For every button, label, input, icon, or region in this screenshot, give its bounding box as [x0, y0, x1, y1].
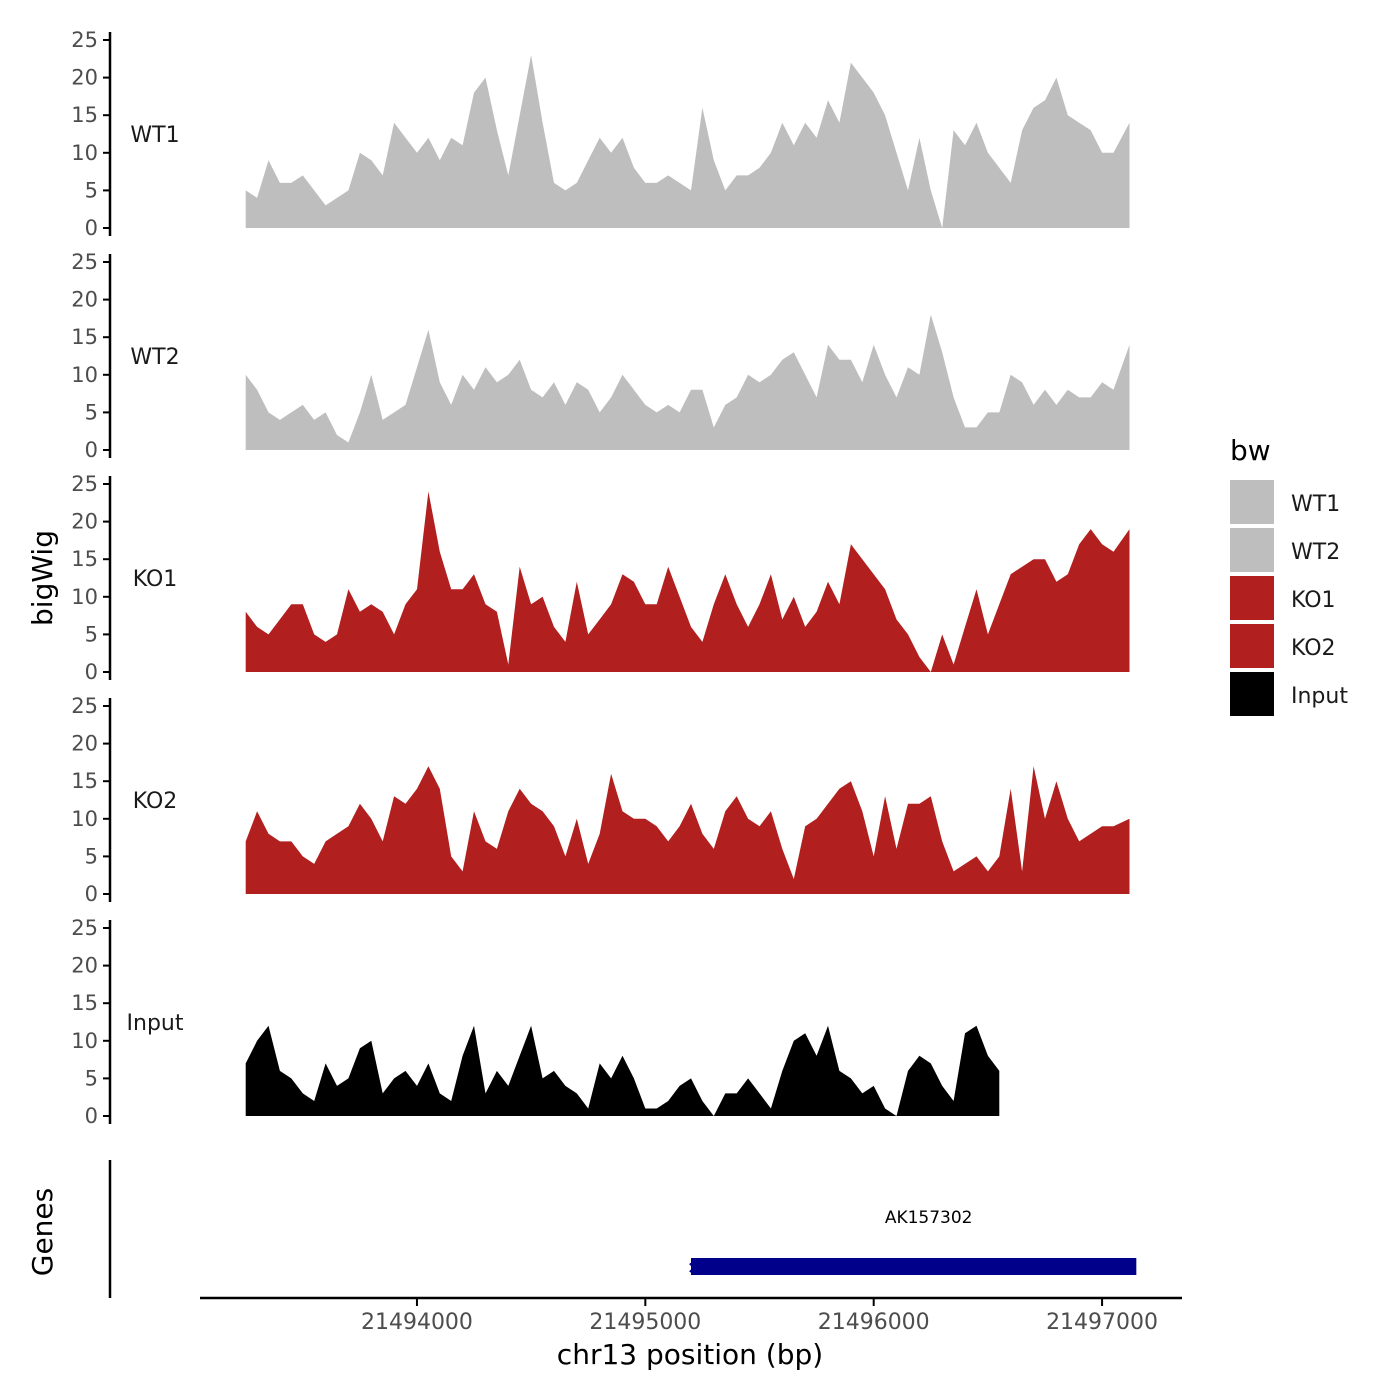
y-tick-label: 15 [71, 991, 98, 1015]
y-tick-label: 5 [85, 844, 98, 868]
track-wt1: 0 5 10 15 20 25 WT1 [71, 28, 1130, 240]
y-tick-label: 0 [85, 438, 98, 462]
y-tick-label: 20 [71, 66, 98, 90]
area-wt2 [245, 314, 1130, 450]
x-axis-title: chr13 position (bp) [557, 1338, 823, 1371]
legend-swatch [1230, 528, 1274, 572]
y-tick-label: 10 [71, 141, 98, 165]
legend-label: WT2 [1291, 540, 1340, 565]
legend-title: bw [1230, 434, 1271, 467]
track-label: KO1 [133, 567, 178, 592]
track-label: WT2 [130, 345, 179, 370]
tracks: 0510152025WT10510152025WT20510152025KO10… [71, 28, 1130, 1128]
y-tick-label: 15 [71, 547, 98, 571]
area-wt1 [245, 55, 1130, 228]
legend-label: KO1 [1291, 588, 1336, 613]
genes-panel: × AK157302 [108, 1160, 1137, 1298]
y-tick-label: 10 [71, 585, 98, 609]
y-tick-label: 20 [71, 954, 98, 978]
legend-label: Input [1291, 684, 1348, 709]
y-tick-label: 0 [85, 216, 98, 240]
y-tick-label: 10 [71, 1029, 98, 1053]
x-tick-label: 21497000 [1046, 1310, 1158, 1335]
track-wt2: 0 5 10 15 20 25 WT2 [71, 250, 1130, 462]
y-tick-label: 15 [71, 769, 98, 793]
y-tick-label: 10 [71, 807, 98, 831]
legend: bw WT1 WT2 KO1 KO2 Input [1230, 434, 1348, 716]
track-ko1: 0 5 10 15 20 25 KO1 [71, 472, 1130, 684]
legend-label: KO2 [1291, 636, 1336, 661]
y-tick-label: 25 [71, 916, 98, 940]
track-label: KO2 [133, 789, 178, 814]
x-tick-label: 21495000 [589, 1310, 701, 1335]
track-ko2: 0 5 10 15 20 25 KO2 [71, 694, 1130, 906]
y-tick-label: 5 [85, 400, 98, 424]
y-tick-label: 5 [85, 622, 98, 646]
x-tick-label: 21494000 [361, 1310, 473, 1335]
legend-swatch [1230, 624, 1274, 668]
y-tick-label: 0 [85, 882, 98, 906]
y-tick-label: 0 [85, 660, 98, 684]
y-tick-label: 25 [71, 694, 98, 718]
y-tick-label: 5 [85, 178, 98, 202]
x-axis: 21494000 21495000 21496000 21497000 [200, 1296, 1182, 1335]
genes-axis-title: Genes [26, 1188, 59, 1276]
legend-swatch [1230, 672, 1274, 716]
y-tick-label: 20 [71, 510, 98, 534]
gene-body [691, 1258, 1137, 1275]
legend-swatch [1230, 480, 1274, 524]
y-axis-title: bigWig [26, 530, 59, 626]
y-tick-label: 20 [71, 288, 98, 312]
y-tick-label: 15 [71, 325, 98, 349]
y-tick-label: 10 [71, 363, 98, 387]
x-tick-label: 21496000 [818, 1310, 930, 1335]
legend-swatch [1230, 576, 1274, 620]
y-tick-label: 25 [71, 250, 98, 274]
area-input [245, 1025, 1000, 1116]
track-label: Input [127, 1011, 184, 1036]
gene-strand-icon: × [687, 1258, 701, 1278]
y-tick-label: 5 [85, 1066, 98, 1090]
y-tick-label: 15 [71, 103, 98, 127]
gene-label: AK157302 [885, 1208, 973, 1228]
y-tick-label: 20 [71, 732, 98, 756]
legend-label: WT1 [1291, 492, 1340, 517]
track-input: 0 5 10 15 20 25 Input [71, 916, 1000, 1128]
y-tick-label: 25 [71, 472, 98, 496]
area-ko1 [245, 491, 1130, 672]
y-tick-label: 25 [71, 28, 98, 52]
area-ko2 [245, 766, 1130, 894]
track-label: WT1 [130, 123, 179, 148]
y-tick-label: 0 [85, 1104, 98, 1128]
